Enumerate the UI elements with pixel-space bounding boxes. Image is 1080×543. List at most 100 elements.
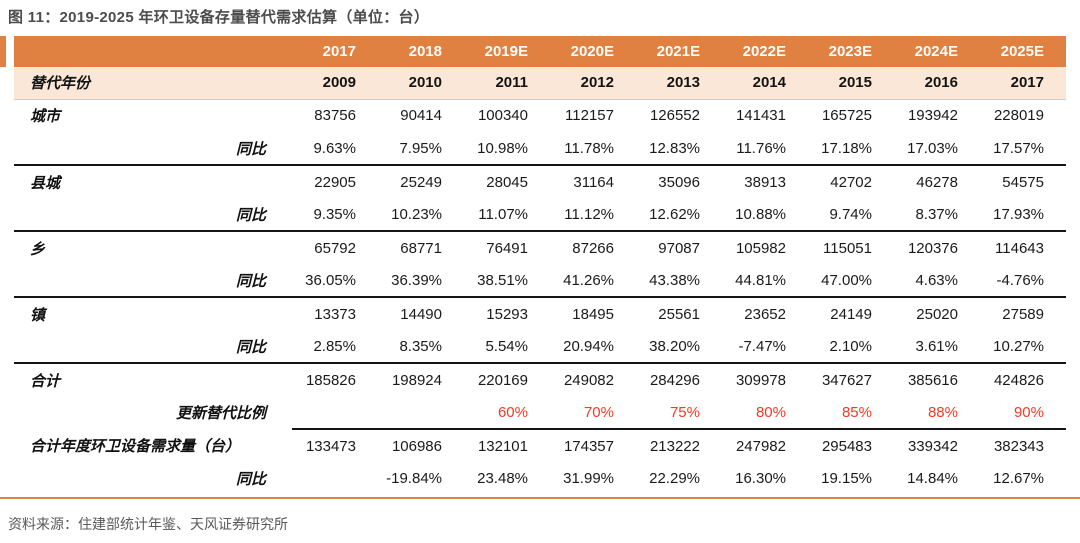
- replacement-year-value: 2009: [292, 67, 378, 100]
- table-row: 合计年度环卫设备需求量（台） 133473 106986 132101 174357 21…: [14, 429, 1066, 462]
- table-cell: 46278: [916, 173, 958, 191]
- table-cell: 11.07%: [464, 198, 550, 232]
- table-head: 2017 2018 2019E 2020E 2021E 2022E 2023E 2024E 20…: [14, 36, 1066, 100]
- row-label: 同比: [235, 471, 266, 488]
- table-row: 同比 9.35% 10.23% 11.07% 11.12% 12.62% 10.88% 9.7…: [14, 198, 1066, 232]
- table-cell: 385616: [907, 371, 958, 389]
- table-row: 城市 83756 90414 100340 112157 126552 141431 1657…: [14, 99, 1066, 132]
- row-label: 合计: [30, 372, 61, 390]
- year-column-header: 2020E: [550, 36, 636, 67]
- table-cell: 60%: [464, 396, 550, 430]
- table-cell: 126552: [649, 107, 700, 125]
- table-row: 县城 22905 25249 28045 31164 35096 38913 42702 462…: [14, 165, 1066, 198]
- row-label: 城市: [30, 108, 61, 126]
- table-cell: 31.99%: [563, 470, 614, 487]
- table-cell: 36.05%: [292, 264, 378, 298]
- table-cell: 35096: [658, 173, 700, 191]
- row-label: 合计年度环卫设备需求量（台）: [30, 438, 241, 455]
- table-cell: 11.76%: [722, 132, 808, 166]
- table-row: 合计 185826 198924 220169 249082 284296 309978 34…: [14, 363, 1066, 396]
- table-cell: 7.95%: [378, 132, 464, 166]
- table-cell: 10.23%: [378, 198, 464, 232]
- table-cell: 11.78%: [550, 132, 636, 166]
- table-cell: 14.84%: [907, 470, 958, 487]
- table-cell: 3.61%: [894, 330, 980, 364]
- replacement-year-value: 2013: [636, 67, 722, 100]
- table-cell: 36.39%: [378, 264, 464, 298]
- table-cell: 70%: [550, 396, 636, 430]
- table-cell: 114643: [995, 239, 1044, 257]
- table-cell: 68771: [400, 239, 442, 257]
- table-cell: 27589: [1002, 305, 1044, 323]
- year-column-header: 2022E: [722, 36, 808, 67]
- row-label: 同比: [14, 198, 292, 232]
- table-cell: 25249: [400, 173, 442, 191]
- table-cell: 193942: [907, 107, 958, 125]
- table-cell: 75%: [636, 396, 722, 430]
- table-cell: 100340: [477, 107, 528, 125]
- table-cell: 80%: [722, 396, 808, 430]
- table-cell: 41.26%: [550, 264, 636, 298]
- table-cell: 16.30%: [735, 470, 786, 487]
- table-cell: 5.54%: [464, 330, 550, 364]
- table-cell: 15293: [486, 305, 528, 323]
- year-column-header: 2021E: [636, 36, 722, 67]
- replacement-year-value: 2011: [464, 67, 550, 100]
- table-cell: 22905: [314, 173, 356, 191]
- table-cell: 20.94%: [550, 330, 636, 364]
- table-row: 更新替代比例 60% 70% 75% 80% 85% 88% 90%: [14, 396, 1066, 430]
- table-cell: 17.57%: [980, 132, 1066, 166]
- table-cell: 97087: [658, 239, 700, 257]
- table-cell: 185826: [305, 371, 356, 389]
- table-body: 城市 83756 90414 100340 112157 126552 141431 1657…: [14, 99, 1066, 495]
- table-cell: 2.10%: [808, 330, 894, 364]
- table-cell: 249082: [563, 371, 614, 389]
- table-cell: 12.83%: [636, 132, 722, 166]
- row-label: 同比: [14, 264, 292, 298]
- table-cell: 19.15%: [821, 470, 872, 487]
- figure-title: 图 11：2019-2025 年环卫设备存量替代需求估算（单位：台）: [8, 9, 430, 26]
- table-cell: 4.63%: [894, 264, 980, 298]
- replacement-demand-table: 2017 2018 2019E 2020E 2021E 2022E 2023E 2024E 20…: [14, 36, 1066, 495]
- data-source: 资料来源：住建部统计年鉴、天风证券研究所: [8, 516, 288, 532]
- table-cell: 31164: [573, 173, 614, 191]
- corner-cell: [14, 36, 292, 67]
- row-label: 同比: [14, 132, 292, 166]
- table-cell: 284296: [649, 371, 700, 389]
- accent-bar: [0, 36, 6, 67]
- table-cell: 165725: [821, 107, 872, 125]
- table-cell: 87266: [572, 239, 614, 257]
- table-cell: 23.48%: [477, 470, 528, 487]
- replacement-year-value: 2015: [808, 67, 894, 100]
- table-cell: 10.88%: [722, 198, 808, 232]
- table-cell: 309978: [735, 371, 786, 389]
- table-cell: 14490: [400, 305, 442, 323]
- table-cell: 65792: [314, 239, 356, 257]
- table-cell: 347627: [821, 371, 872, 389]
- table-row: 镇 13373 14490 15293 18495 25561 23652 24149 2502…: [14, 297, 1066, 330]
- table-cell: 90%: [980, 396, 1066, 430]
- table-cell: 2.85%: [292, 330, 378, 364]
- table-cell: 106986: [391, 437, 442, 455]
- replacement-year-value: 2017: [980, 67, 1066, 100]
- replacement-year-value: 2014: [722, 67, 808, 100]
- table-cell: 24149: [830, 305, 872, 323]
- replacement-year-value: 2016: [894, 67, 980, 100]
- table-cell: 12.62%: [636, 198, 722, 232]
- year-column-header: 2025E: [980, 36, 1066, 67]
- table-cell: 228019: [993, 107, 1044, 125]
- table-cell: 141431: [735, 107, 786, 125]
- table-cell: 38913: [744, 173, 786, 191]
- table-bottom-rule: [0, 497, 1080, 499]
- table-cell: 43.38%: [636, 264, 722, 298]
- table-cell: 9.63%: [292, 132, 378, 166]
- table-cell: 13373: [314, 305, 356, 323]
- row-label: 县城: [30, 174, 61, 192]
- table-cell: 174357: [563, 437, 614, 455]
- table-cell: 42702: [830, 173, 872, 191]
- table-cell: 76491: [486, 239, 528, 257]
- table-cell: -4.76%: [980, 264, 1066, 298]
- table-cell: 25561: [658, 305, 700, 323]
- table-cell: 22.29%: [649, 470, 700, 487]
